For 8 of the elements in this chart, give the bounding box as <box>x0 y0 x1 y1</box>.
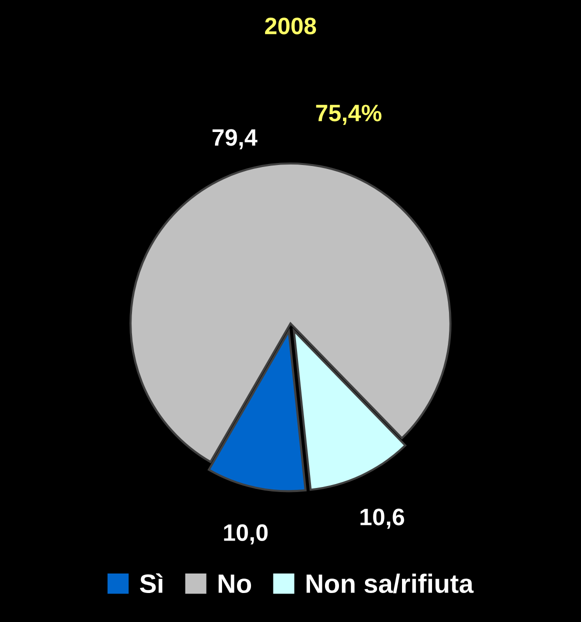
legend-label: Non sa/rifiuta <box>306 574 474 594</box>
legend-label: Sì <box>140 573 163 594</box>
text: 75,4% <box>316 104 382 125</box>
data-label: 79,4 <box>212 129 258 150</box>
data-label: 10,0 <box>224 524 268 544</box>
data-label: 10,6 <box>360 508 404 529</box>
chart-title: 2008 <box>265 18 316 34</box>
legend-label: No <box>218 574 252 594</box>
